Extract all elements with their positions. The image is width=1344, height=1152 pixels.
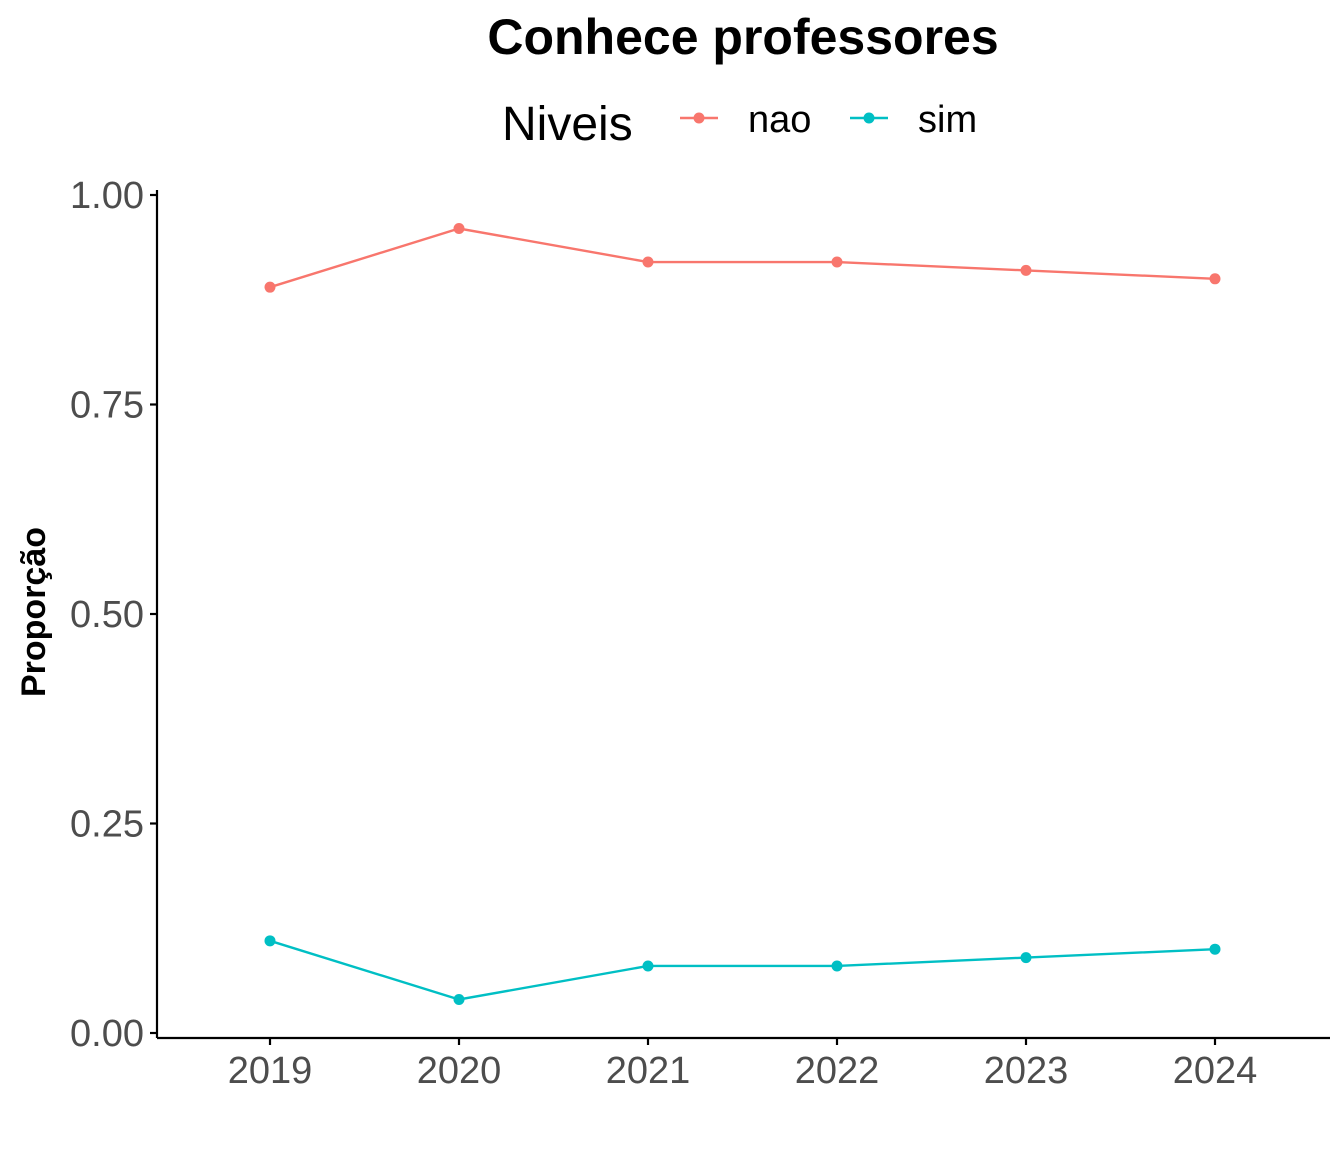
data-point-sim bbox=[1209, 943, 1221, 955]
series-layer bbox=[264, 223, 1221, 1005]
x-tick-label: 2024 bbox=[1173, 1050, 1258, 1092]
legend: Niveis nao sim bbox=[502, 98, 977, 151]
legend-label: nao bbox=[748, 99, 811, 141]
plot-area: 0.00 0.25 0.50 0.75 1.00 2019 2020 2021 2022 202… bbox=[70, 175, 1330, 1092]
x-ticks: 2019 2020 2021 2022 2023 2024 bbox=[228, 1038, 1258, 1092]
legend-key-point bbox=[693, 112, 705, 124]
y-axis-title: Proporção bbox=[15, 527, 53, 697]
data-point-nao bbox=[264, 281, 276, 293]
series-sim bbox=[264, 935, 1221, 1005]
chart-title: Conhece professores bbox=[487, 9, 998, 65]
x-tick-label: 2023 bbox=[984, 1050, 1069, 1092]
data-point-sim bbox=[831, 960, 843, 972]
y-tick-label: 0.25 bbox=[70, 804, 144, 846]
series-nao bbox=[264, 223, 1221, 293]
legend-items: nao sim bbox=[680, 99, 977, 141]
x-tick-label: 2022 bbox=[795, 1050, 880, 1092]
data-point-nao bbox=[642, 256, 654, 268]
y-tick-label: 0.50 bbox=[70, 594, 144, 636]
legend-label: sim bbox=[918, 99, 977, 141]
series-line-nao bbox=[269, 227, 1216, 289]
y-ticks: 0.00 0.25 0.50 0.75 1.00 bbox=[70, 175, 157, 1055]
legend-key-point bbox=[863, 112, 875, 124]
data-point-sim bbox=[453, 993, 465, 1005]
data-point-nao bbox=[1020, 264, 1032, 276]
y-tick-label: 0.75 bbox=[70, 385, 144, 427]
data-point-sim bbox=[642, 960, 654, 972]
legend-item-sim: sim bbox=[850, 99, 977, 141]
data-point-sim bbox=[264, 935, 276, 947]
data-point-sim bbox=[1020, 952, 1032, 964]
data-point-nao bbox=[1209, 273, 1221, 285]
y-tick-label: 0.00 bbox=[70, 1013, 144, 1055]
x-tick-label: 2021 bbox=[606, 1050, 691, 1092]
x-tick-label: 2019 bbox=[228, 1050, 313, 1092]
data-point-nao bbox=[831, 256, 843, 268]
y-tick-label: 1.00 bbox=[70, 175, 144, 217]
series-line-sim bbox=[269, 939, 1216, 1001]
x-tick-label: 2020 bbox=[417, 1050, 502, 1092]
legend-item-nao: nao bbox=[680, 99, 811, 141]
data-point-nao bbox=[453, 223, 465, 235]
legend-title: Niveis bbox=[502, 98, 633, 151]
